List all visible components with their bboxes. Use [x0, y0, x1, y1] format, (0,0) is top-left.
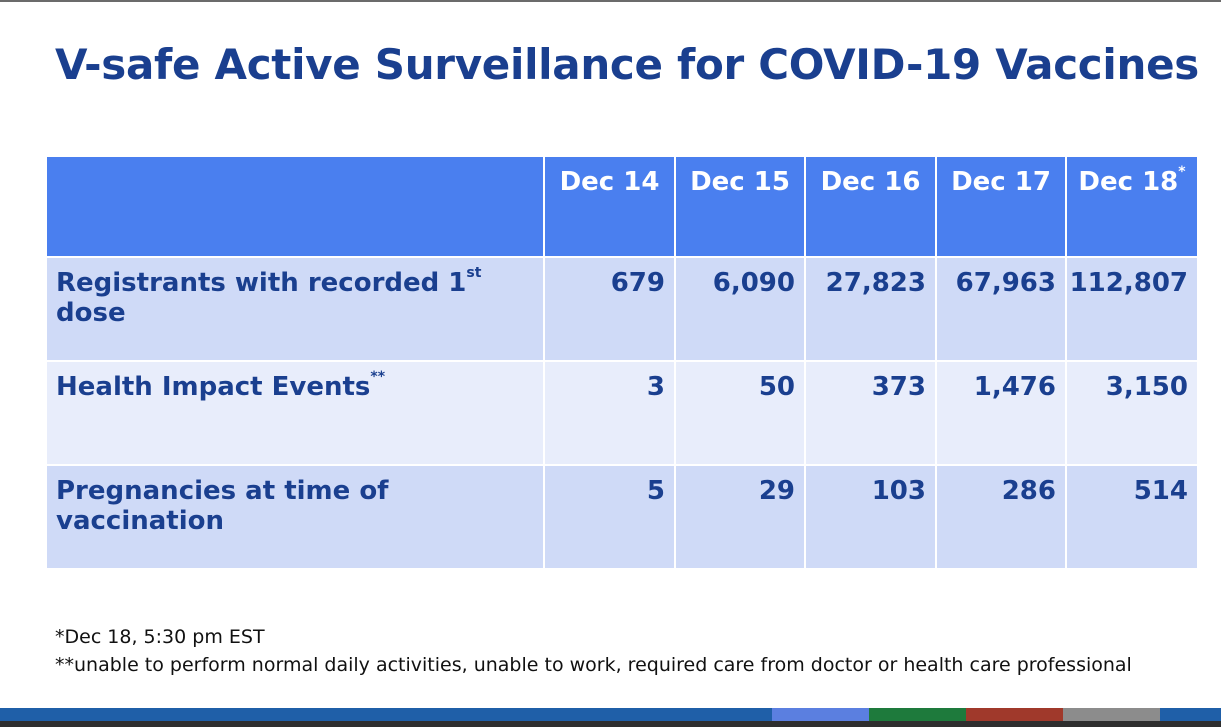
table-cell: 3 [543, 360, 676, 466]
table-cell: 373 [804, 360, 937, 466]
footnote-definition: **unable to perform normal daily activit… [55, 654, 1132, 676]
column-header: Dec 15 [674, 155, 806, 258]
row-label: Pregnancies at time of vaccination [45, 464, 545, 570]
table-cell: 679 [543, 256, 676, 362]
table-cell: 50 [674, 360, 806, 466]
table-cell: 5 [543, 464, 676, 570]
table-cell: 67,963 [935, 256, 1067, 362]
table-cell: 112,807 [1065, 256, 1199, 362]
column-header: Dec 18* [1065, 155, 1199, 258]
table-cell: 27,823 [804, 256, 937, 362]
table-cell: 286 [935, 464, 1067, 570]
table-row: Health Impact Events** 3 50 373 1,476 3,… [45, 360, 1199, 466]
column-header: Dec 14 [543, 155, 676, 258]
table-cell: 29 [674, 464, 806, 570]
table-cell: 3,150 [1065, 360, 1199, 466]
header-blank-cell [45, 155, 545, 258]
table-cell: 103 [804, 464, 937, 570]
page-title: V-safe Active Surveillance for COVID-19 … [55, 40, 1199, 89]
column-header: Dec 17 [935, 155, 1067, 258]
table-row: Registrants with recorded 1st dose 679 6… [45, 256, 1199, 362]
surveillance-table: Dec 14 Dec 15 Dec 16 Dec 17 Dec 18* Regi… [45, 155, 1199, 570]
table-cell: 514 [1065, 464, 1199, 570]
table-header-row: Dec 14 Dec 15 Dec 16 Dec 17 Dec 18* [45, 155, 1199, 258]
footnote-date: *Dec 18, 5:30 pm EST [55, 626, 265, 648]
table-row: Pregnancies at time of vaccination 5 29 … [45, 464, 1199, 570]
top-border-line [0, 0, 1221, 2]
table-cell: 6,090 [674, 256, 806, 362]
bottom-border-line [0, 721, 1221, 727]
row-label: Registrants with recorded 1st dose [45, 256, 545, 362]
table-cell: 1,476 [935, 360, 1067, 466]
row-label: Health Impact Events** [45, 360, 545, 466]
column-header: Dec 16 [804, 155, 937, 258]
